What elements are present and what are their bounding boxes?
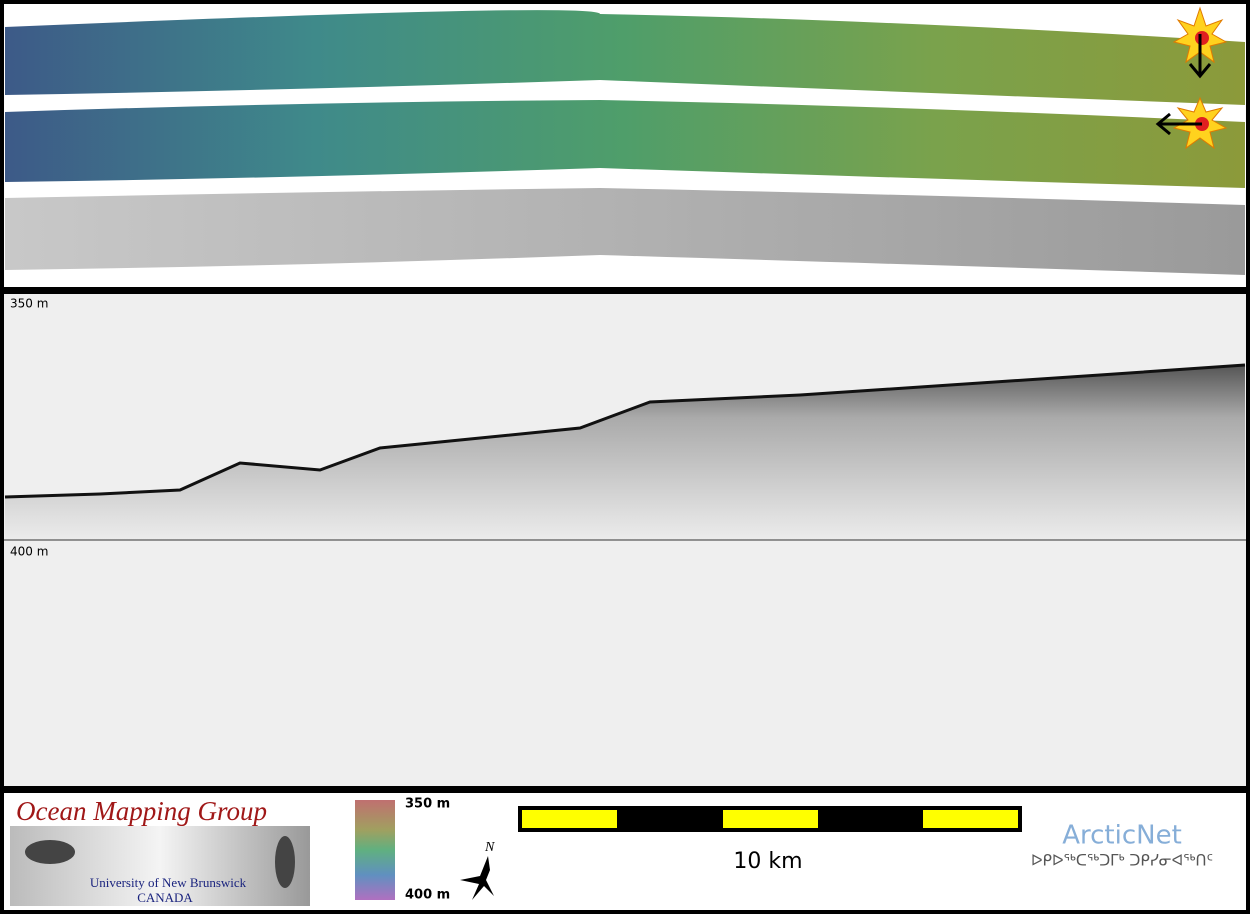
- scale-segment: [723, 810, 818, 828]
- group-name: Ocean Mapping Group: [16, 796, 267, 826]
- sub-bottom: [5, 365, 1245, 540]
- colorbar-label: 400 m: [405, 888, 450, 903]
- colorbar: [355, 800, 395, 900]
- country: CANADA: [137, 890, 193, 905]
- backscatter-swath: [5, 188, 1245, 275]
- scale-label: 10 km: [733, 849, 802, 874]
- scale-segment: [522, 810, 617, 828]
- depth-label: 400 m: [10, 545, 48, 559]
- logo-shape: [25, 840, 75, 864]
- logo-shape: [275, 836, 295, 888]
- partner-syllabics: ᐅᑭᐅᖅᑕᖅᑐᒥᒃ ᑐᑭᓯᓂᐊᖅᑎᑦ: [1031, 852, 1213, 870]
- bathymetry-swath: [5, 10, 1245, 105]
- sun-icon: [1155, 96, 1228, 150]
- north-arrow: [460, 856, 494, 900]
- depth-label: 350 m: [10, 297, 48, 311]
- logo-image: [10, 826, 310, 906]
- colorbar-label: 350 m: [405, 797, 450, 812]
- partner-name: ArcticNet: [1062, 821, 1182, 851]
- scale-segment: [923, 810, 1018, 828]
- slope-swath: [5, 100, 1245, 188]
- university: University of New Brunswick: [90, 875, 247, 890]
- seafloor: [4, 363, 1246, 499]
- north-label: N: [484, 840, 495, 855]
- sun-icon: [1172, 6, 1228, 79]
